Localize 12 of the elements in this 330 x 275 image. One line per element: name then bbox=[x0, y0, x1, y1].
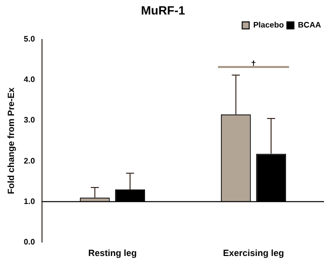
legend-label: Placebo bbox=[253, 20, 284, 30]
y-tick-label: 1.0 bbox=[24, 196, 36, 206]
x-tick-label: Resting leg bbox=[88, 248, 137, 258]
y-tick-label: 3.0 bbox=[24, 116, 36, 125]
chart-title: MuRF-1 bbox=[141, 4, 186, 18]
y-tick-label: 2.0 bbox=[24, 156, 36, 166]
y-axis-title: Fold change from Pre-Ex bbox=[6, 88, 16, 194]
legend-label: BCAA bbox=[298, 20, 322, 30]
y-tick-label: 4.0 bbox=[24, 75, 36, 84]
y-tick-label: 5.0 bbox=[24, 34, 36, 44]
y-tick-label: 0.0 bbox=[24, 237, 36, 246]
x-tick-label: Exercising leg bbox=[222, 248, 284, 258]
